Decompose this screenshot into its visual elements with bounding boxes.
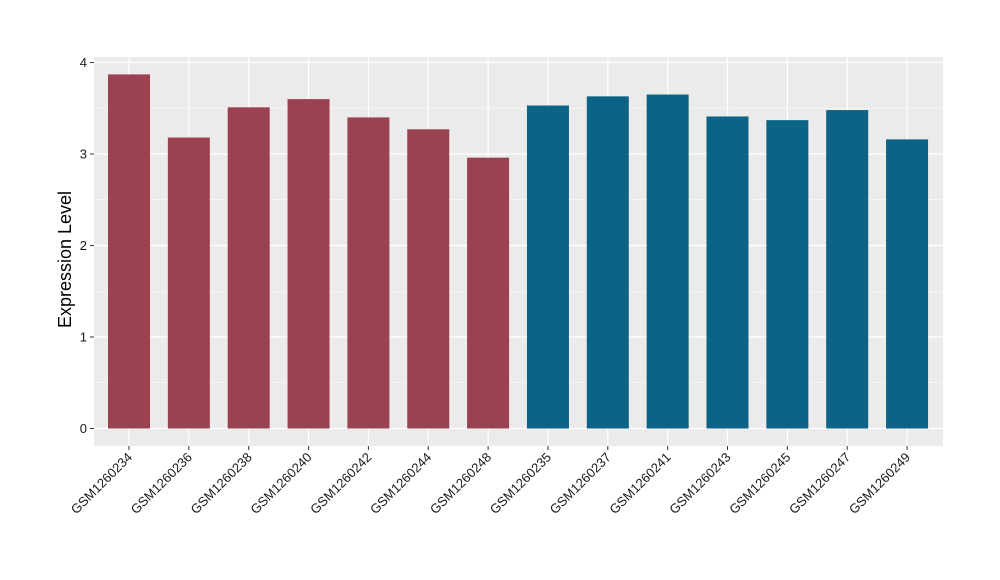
bar-GSM1260236 [167,137,210,429]
x-tick-label: GSM1260235 [487,450,554,517]
x-tick-label: GSM1260237 [547,450,614,517]
y-axis: 0 1 2 3 4 [80,55,94,436]
y-tick-label: 4 [80,55,87,70]
bar-GSM1260245 [766,120,809,429]
x-tick-label: GSM1260243 [666,450,733,517]
plot-panel [94,57,943,446]
bar-GSM1260238 [227,107,270,429]
y-tick-label: 3 [80,147,87,162]
bar-GSM1260234 [108,74,150,429]
x-tick-label: GSM1260249 [846,450,913,517]
bar-GSM1260241 [646,94,689,429]
x-tick-label: GSM1260244 [367,450,434,517]
x-tick-label: GSM1260236 [128,450,195,517]
x-tick-label: GSM1260234 [68,450,135,517]
x-axis: GSM1260234GSM1260236GSM1260238GSM1260240… [68,446,913,517]
bar-GSM1260242 [347,117,390,429]
bar-GSM1260247 [826,110,869,429]
x-tick-label: GSM1260248 [427,450,494,517]
x-tick-label: GSM1260240 [247,450,314,517]
x-tick-label: GSM1260245 [726,450,793,517]
bars [108,74,929,429]
y-tick-label: 0 [80,421,87,436]
bar-GSM1260244 [407,129,450,429]
bar-GSM1260243 [706,116,749,429]
x-tick-label: GSM1260241 [606,450,673,517]
bar-GSM1260249 [886,139,929,429]
y-tick-label: 1 [80,330,87,345]
x-tick-label: GSM1260247 [786,450,853,517]
y-axis-title: Expression Level [55,191,75,328]
bar-GSM1260237 [586,96,629,429]
bar-GSM1260248 [467,157,510,429]
bar-GSM1260240 [287,99,330,429]
x-tick-label: GSM1260242 [307,450,374,517]
x-tick-label: GSM1260238 [187,450,254,517]
bar-GSM1260235 [526,105,569,429]
y-tick-label: 2 [80,238,87,253]
